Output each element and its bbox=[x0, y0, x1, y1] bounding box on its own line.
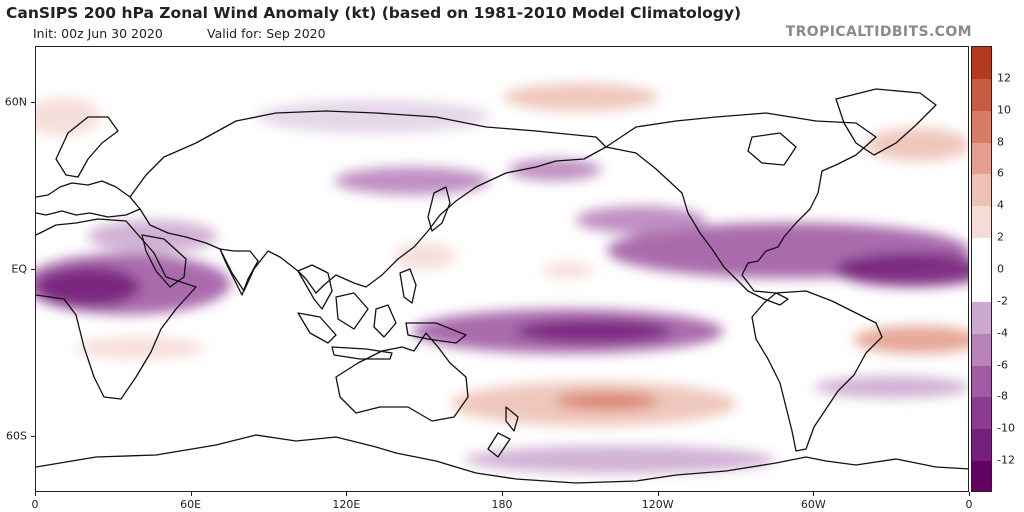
anomaly-map bbox=[35, 46, 969, 492]
coastline-philippines bbox=[399, 268, 417, 304]
lat-label-1: EQ bbox=[11, 262, 27, 276]
coastline-asia bbox=[129, 110, 607, 294]
anomaly-region-4 bbox=[515, 320, 672, 343]
coastline-greenland bbox=[835, 88, 937, 156]
colorbar-cell-12 bbox=[972, 47, 991, 79]
colorbar-label-8: 4 bbox=[997, 198, 1004, 212]
lat-label-0: 60N bbox=[4, 95, 27, 109]
lat-tick-1 bbox=[31, 269, 35, 270]
colorbar-label-6: 0 bbox=[997, 262, 1004, 276]
coastline-japan bbox=[427, 186, 451, 232]
valid-time-label: Valid for: Sep 2020 bbox=[207, 26, 326, 41]
coastline-south-america bbox=[751, 290, 883, 452]
colorbar-cell-0 bbox=[972, 461, 991, 491]
colorbar-cell-1 bbox=[972, 429, 991, 462]
chart-title: CanSIPS 200 hPa Zonal Wind Anomaly (kt) … bbox=[6, 4, 742, 22]
lon-label-2: 120E bbox=[332, 498, 361, 511]
colorbar-cell-8 bbox=[972, 174, 991, 207]
coastline-antarctica bbox=[36, 434, 968, 484]
colorbar-label-9: 6 bbox=[997, 166, 1004, 180]
coastline-hudson-bay bbox=[747, 132, 797, 166]
anomaly-region-21 bbox=[394, 242, 457, 270]
colorbar-label-7: 2 bbox=[997, 230, 1004, 244]
anomaly-region-17 bbox=[866, 127, 968, 162]
site-watermark: TROPICALTIDBITS.COM bbox=[785, 24, 972, 40]
colorbar-label-11: 10 bbox=[997, 103, 1011, 117]
colorbar-cell-11 bbox=[972, 78, 991, 111]
anomaly-region-6 bbox=[835, 253, 968, 287]
lon-tick-0 bbox=[35, 492, 36, 496]
coastline-australia bbox=[335, 332, 469, 422]
lon-tick-4 bbox=[657, 492, 659, 496]
coastlines bbox=[36, 88, 968, 484]
anomaly-region-20 bbox=[541, 261, 594, 279]
colorbar-cell-4 bbox=[972, 333, 991, 366]
lon-tick-6 bbox=[969, 492, 970, 496]
init-time-label: Init: 00z Jun 30 2020 bbox=[33, 26, 163, 41]
anomaly-region-7 bbox=[575, 205, 706, 234]
anomaly-region-8 bbox=[334, 166, 491, 195]
lat-tick-2 bbox=[31, 436, 35, 438]
anomaly-contours bbox=[36, 83, 968, 474]
colorbar-cell-5 bbox=[972, 301, 991, 334]
anomaly-region-19 bbox=[36, 97, 101, 137]
anomaly-region-18 bbox=[502, 83, 659, 112]
anomaly-region-11 bbox=[814, 375, 968, 399]
lat-label-2: 60S bbox=[6, 429, 27, 443]
colorbar-label-0: -12 bbox=[997, 453, 1015, 467]
colorbar-label-3: -6 bbox=[997, 358, 1008, 372]
colorbar-cell-2 bbox=[972, 397, 991, 430]
coastline-north-america bbox=[605, 112, 877, 306]
colorbar-cell-3 bbox=[972, 365, 991, 398]
lon-label-3: 180 bbox=[491, 498, 513, 511]
coastline-arabia bbox=[141, 234, 187, 288]
anomaly-region-12 bbox=[464, 445, 776, 474]
coastline-indochina bbox=[297, 264, 333, 310]
anomaly-region-15 bbox=[74, 336, 205, 360]
lon-label-4: 120W bbox=[641, 498, 674, 511]
colorbar-label-12: 12 bbox=[997, 71, 1011, 85]
colorbar-cell-7 bbox=[972, 206, 991, 239]
colorbar-label-4: -4 bbox=[997, 326, 1008, 340]
coastline-india bbox=[219, 248, 259, 296]
lon-tick-1 bbox=[190, 492, 192, 496]
lon-label-6: 0 bbox=[965, 498, 973, 511]
colorbar-label-10: 8 bbox=[997, 135, 1004, 149]
colorbar-label-2: -8 bbox=[997, 389, 1008, 403]
lon-label-5: 60W bbox=[800, 498, 826, 511]
colorbar-cell-6 bbox=[972, 238, 991, 302]
anomaly-region-10 bbox=[256, 99, 491, 134]
colorbar-label-1: -10 bbox=[997, 421, 1015, 435]
lon-label-1: 60E bbox=[180, 498, 202, 511]
lon-label-0: 0 bbox=[31, 498, 39, 511]
lon-tick-5 bbox=[813, 492, 815, 496]
coastline-new-zealand bbox=[487, 406, 519, 458]
coastline-africa bbox=[36, 218, 197, 400]
coastline-indonesia bbox=[297, 292, 467, 360]
colorbar bbox=[971, 46, 992, 492]
anomaly-region-16 bbox=[853, 325, 968, 354]
lon-tick-3 bbox=[502, 492, 503, 496]
anomaly-region-9 bbox=[508, 158, 602, 181]
anomaly-region-1 bbox=[36, 267, 140, 307]
lon-tick-2 bbox=[346, 492, 348, 496]
lat-tick-0 bbox=[31, 101, 35, 103]
colorbar-cell-10 bbox=[972, 110, 991, 143]
colorbar-label-5: -2 bbox=[997, 294, 1008, 308]
anomaly-region-14 bbox=[554, 392, 659, 410]
colorbar-cell-9 bbox=[972, 142, 991, 175]
coastline-europe bbox=[36, 180, 141, 218]
coastline-scandinavia bbox=[55, 116, 119, 178]
